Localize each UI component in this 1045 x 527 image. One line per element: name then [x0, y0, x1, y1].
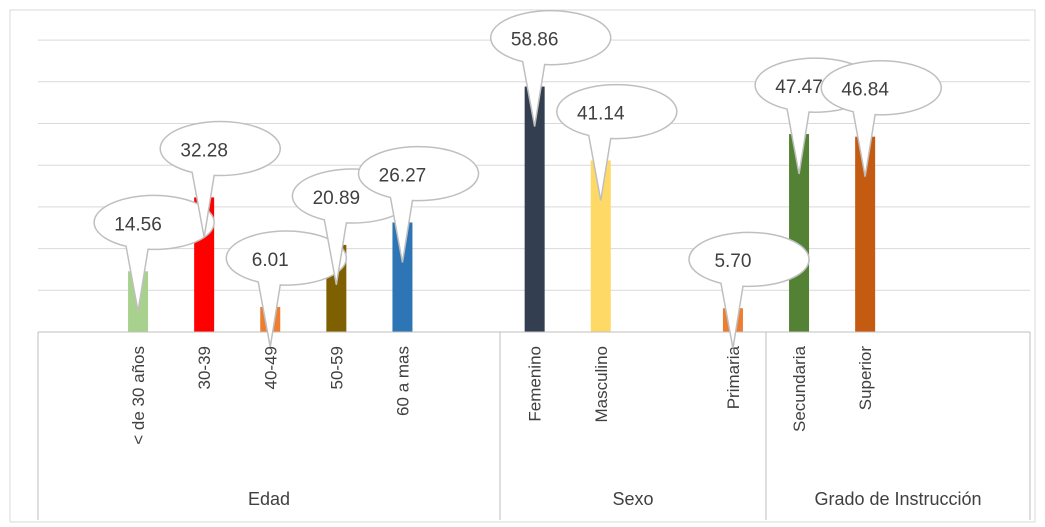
bar-masculino	[590, 160, 611, 332]
group-label-grado-de-instrucci-n: Grado de Instrucción	[814, 489, 981, 509]
data-label-callout	[357, 145, 480, 263]
bar-secundaria	[789, 134, 810, 332]
category-label: 30-39	[195, 346, 214, 389]
data-label: 20.89	[313, 188, 361, 209]
bar-superior	[855, 136, 876, 332]
category-label: < de 30 años	[129, 346, 148, 445]
bar-60-a-mas	[392, 222, 413, 332]
data-label: 6.01	[252, 250, 289, 271]
data-label-callout	[489, 9, 612, 127]
data-label: 41.14	[577, 103, 625, 124]
category-label: 40-49	[261, 346, 280, 389]
category-label: Femenino	[526, 346, 545, 422]
group-label-edad: Edad	[248, 489, 290, 509]
data-label: 14.56	[114, 214, 162, 235]
category-axis: < de 30 años 30-39 40-49 50-59 60 a mas Edad F…	[37, 331, 1031, 520]
data-label-callout	[159, 120, 281, 238]
data-label-callout	[225, 230, 348, 348]
data-label: 26.27	[379, 165, 427, 186]
data-label-callout	[820, 60, 942, 177]
data-label: 46.84	[841, 80, 889, 101]
category-label: Masculino	[592, 346, 611, 423]
data-label-callout	[556, 83, 678, 201]
data-label-callout	[93, 194, 215, 312]
category-label: Secundaria	[790, 345, 809, 432]
group-label-sexo: Sexo	[612, 489, 653, 509]
category-label: Primaria	[724, 345, 743, 409]
data-label-callout	[688, 231, 810, 349]
bar-femenino	[524, 86, 545, 332]
data-label: 58.86	[511, 30, 559, 51]
category-label: 60 a mas	[393, 346, 412, 416]
data-labels: 14.56 32.28 6.01 20.89 26.27 58.86 41.14 5.70 47…	[93, 9, 942, 349]
category-label: Superior	[856, 346, 875, 411]
data-label: 47.47	[775, 77, 823, 98]
category-label: 50-59	[327, 346, 346, 389]
data-label: 32.28	[180, 140, 228, 161]
data-label: 5.70	[714, 251, 751, 272]
